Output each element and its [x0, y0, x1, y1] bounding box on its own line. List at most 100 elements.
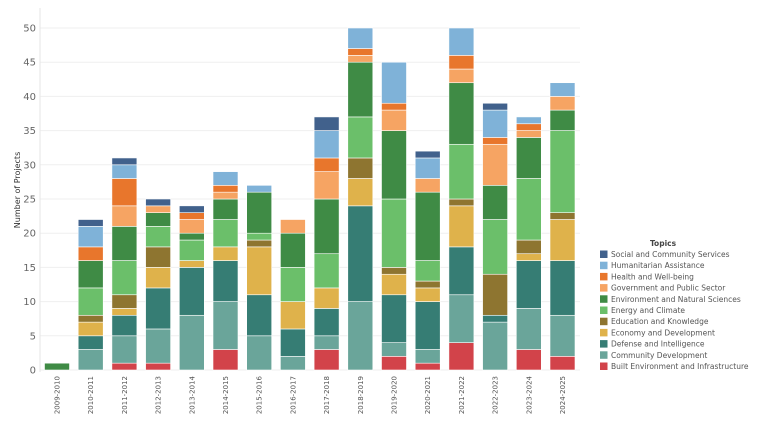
bar-segment — [179, 232, 205, 241]
x-tick-label: 2012-2013 — [155, 376, 163, 414]
x-tick-label: 2020-2021 — [424, 376, 432, 414]
legend-swatch — [600, 317, 608, 326]
bar-segment — [313, 349, 340, 371]
bar-segment — [179, 239, 205, 261]
legend-swatch — [600, 261, 608, 270]
legend-item: Defense and Intelligence — [600, 340, 705, 349]
bar-stack-2011-2012 — [111, 157, 138, 371]
bar-segment — [77, 314, 104, 323]
bar-segment — [414, 191, 441, 261]
bar-segment — [448, 342, 475, 371]
legend-label: Energy and Climate — [611, 306, 685, 315]
bar-stack-2009-2010 — [44, 362, 70, 371]
bar-segment — [482, 143, 508, 186]
bar-segment — [246, 294, 272, 337]
bar-segment — [347, 61, 374, 118]
bar-segment — [212, 246, 239, 261]
bar-segment — [515, 260, 542, 309]
bar-segment — [515, 123, 542, 131]
bar-segment — [179, 205, 205, 213]
bar-segment — [212, 198, 239, 220]
bar-segment — [77, 321, 104, 337]
bar-segment — [381, 273, 407, 296]
bar-segment — [111, 308, 138, 316]
bar-stack-2010-2011 — [77, 219, 104, 371]
bar-segment — [77, 246, 104, 261]
y-tick-label: 50 — [23, 24, 36, 35]
bar-segment — [414, 260, 441, 282]
legend-item: Social and Community Services — [600, 250, 730, 259]
bar-segment — [515, 178, 542, 241]
bar-segment — [549, 82, 576, 97]
bar-segment — [347, 48, 374, 56]
legend-item: Education and Knowledge — [600, 317, 709, 326]
y-axis-ticks: 0 5 10 15 20 25 30 35 40 45 50 — [23, 24, 36, 377]
bar-segment — [515, 130, 542, 138]
bar-segment — [482, 321, 508, 371]
bars — [44, 27, 576, 371]
x-tick-label: 2016-2017 — [289, 376, 297, 414]
y-tick-label: 15 — [23, 263, 36, 274]
legend-label: Education and Knowledge — [611, 317, 709, 326]
bar-stack-2013-2014 — [179, 205, 205, 371]
legend-item: Energy and Climate — [600, 306, 685, 315]
bar-segment — [280, 267, 306, 302]
legend-swatch — [600, 272, 608, 281]
x-tick-label: 2024-2025 — [559, 376, 567, 414]
bar-segment — [482, 185, 508, 220]
bar-segment — [179, 314, 205, 371]
bar-segment — [111, 314, 138, 337]
legend-label: Built Environment and Infrastructure — [611, 362, 749, 371]
bar-segment — [212, 191, 239, 200]
bar-segment — [549, 219, 576, 261]
legend-item: Environment and Natural Sciences — [600, 295, 741, 304]
bar-segment — [145, 212, 171, 227]
y-tick-label: 0 — [30, 366, 36, 377]
bar-segment — [482, 109, 508, 138]
bar-segment — [549, 212, 576, 220]
bar-segment — [246, 335, 272, 371]
bar-segment — [145, 198, 171, 207]
bar-segment — [111, 164, 138, 179]
bar-segment — [549, 260, 576, 316]
bar-segment — [246, 246, 272, 296]
bar-segment — [515, 253, 542, 261]
bar-segment — [482, 273, 508, 316]
legend-swatch — [600, 284, 608, 292]
bar-segment — [111, 335, 138, 364]
bar-segment — [212, 260, 239, 302]
bar-segment — [313, 116, 340, 131]
bar-segment — [381, 102, 407, 111]
y-tick-label: 25 — [23, 195, 36, 206]
x-tick-label: 2011-2012 — [121, 376, 129, 414]
x-tick-label: 2017-2018 — [323, 376, 331, 414]
legend-label: Economy and Development — [611, 328, 715, 337]
bar-segment — [145, 205, 171, 213]
bar-stack-2023-2024 — [515, 116, 542, 371]
bar-segment — [111, 178, 138, 207]
bar-segment — [280, 356, 306, 371]
bar-segment — [515, 308, 542, 350]
bar-stack-2018-2019 — [347, 27, 374, 371]
bar-segment — [414, 178, 441, 193]
bar-stack-2016-2017 — [280, 219, 306, 371]
legend-item: Government and Public Sector — [600, 284, 726, 293]
bar-segment — [448, 198, 475, 207]
y-tick-label: 10 — [23, 297, 36, 308]
bar-segment — [313, 287, 340, 309]
bar-segment — [482, 137, 508, 145]
bar-segment — [179, 212, 205, 220]
x-tick-label: 2013-2014 — [188, 375, 196, 414]
x-tick-label: 2014-2015 — [222, 376, 230, 414]
bar-segment — [77, 335, 104, 350]
bar-segment — [246, 239, 272, 248]
bar-segment — [212, 185, 239, 193]
bar-segment — [280, 301, 306, 330]
bar-segment — [313, 198, 340, 255]
bar-segment — [515, 116, 542, 125]
legend-item: Humanitarian Assistance — [600, 261, 705, 270]
bar-segment — [77, 287, 104, 316]
bar-segment — [448, 143, 475, 200]
bar-segment — [313, 157, 340, 172]
bar-stack-2015-2016 — [246, 185, 272, 371]
